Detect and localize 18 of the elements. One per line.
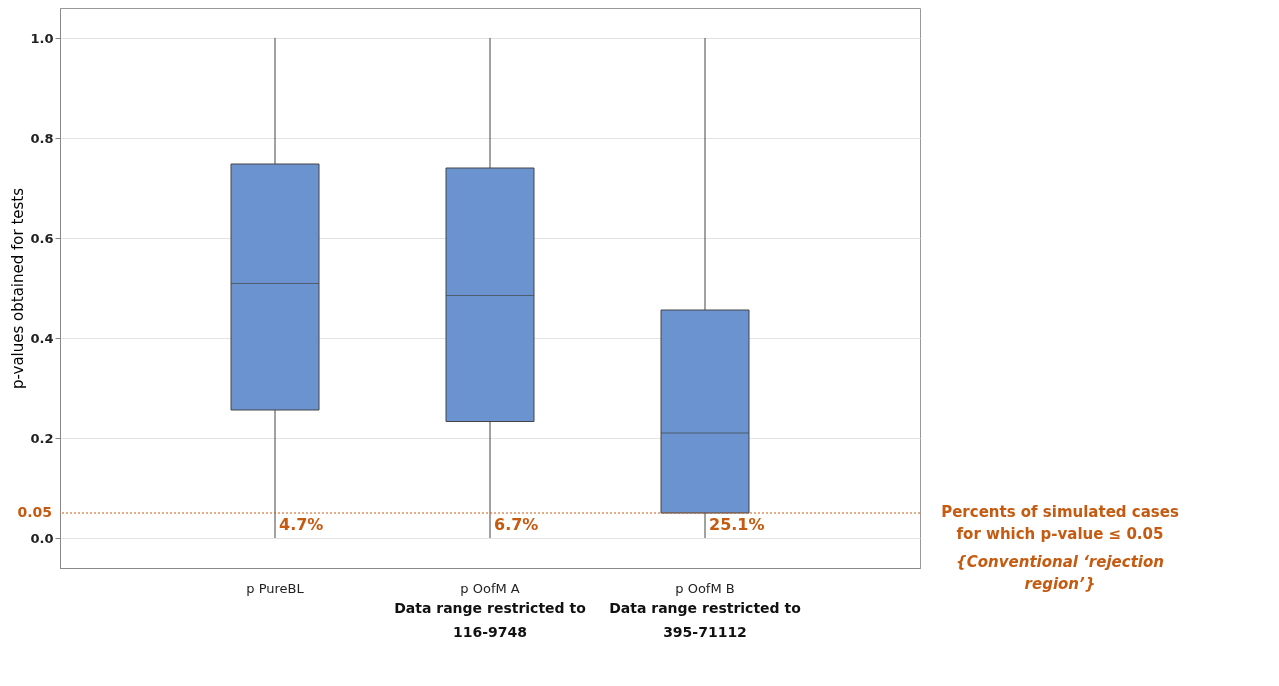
text: Data range restricted to 116-9748	[394, 600, 587, 640]
x-tick-label: p OofM B	[675, 580, 735, 596]
x-tick-label: p PureBL	[246, 580, 305, 596]
y-tick-label: 0.8	[30, 130, 54, 146]
y-tick-label: 0.2	[30, 430, 54, 446]
y-tick-label: 1.0	[30, 30, 54, 46]
annotation: 4.7%	[279, 515, 324, 534]
text: Data range restricted to 395-71112	[609, 600, 802, 640]
annotation: 25.1%	[709, 515, 765, 534]
text: Percents of simulated cases for which p-value ≤ 0.05	[941, 503, 1179, 543]
y-tick-label: 0.0	[30, 530, 54, 546]
ref-line-label: 0.05	[17, 504, 52, 520]
text: {Conventional ‘rejection region’}	[956, 553, 1164, 593]
y-tick-label: 0.4	[30, 330, 54, 346]
y-axis-title: p-values obtained for tests	[9, 187, 28, 390]
annotation: 6.7%	[494, 515, 539, 534]
x-tick-label: p OofM A	[460, 580, 520, 596]
y-tick-label: 0.6	[30, 230, 54, 246]
